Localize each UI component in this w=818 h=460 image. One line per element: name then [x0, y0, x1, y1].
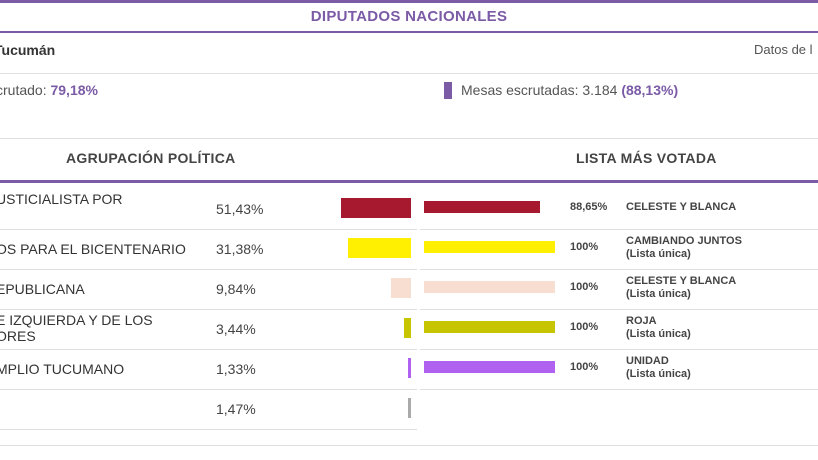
lista-subtitle: (Lista única) [626, 288, 691, 300]
row-divider [0, 229, 417, 230]
header-underline [0, 180, 818, 183]
party-name: EPUBLICANA [0, 281, 85, 297]
row-divider [420, 309, 818, 310]
lista-name: ROJA (Lista única) [626, 315, 691, 341]
vote-percentage: 51,43% [216, 201, 264, 217]
vote-percentage: 3,44% [216, 321, 256, 337]
lista-title: ROJA [626, 315, 657, 327]
lista-title: CAMBIANDO JUNTOS [626, 235, 742, 247]
lista-percentage: 100% [570, 281, 599, 293]
party-name: MPLIO TUCUMANO [0, 361, 124, 377]
table-row[interactable]: E IZQUIERDA Y DE LOS ORES 3,44% 100% ROJA (Li… [0, 310, 818, 350]
party-name-line: MPLIO TUCUMANO [0, 361, 125, 377]
mesas-label: Mesas escrutadas: 3.184 [461, 82, 622, 98]
row-divider [420, 269, 818, 270]
vote-bar [341, 198, 411, 218]
section-title: DIPUTADOS NACIONALES [310, 8, 508, 25]
lista-percentage: 100% [570, 321, 599, 333]
table-row[interactable]: MPLIO TUCUMANO 1,33% 100% UNIDAD (Lista únic… [0, 350, 818, 390]
row-divider [0, 309, 417, 310]
top-accent-line [0, 0, 818, 3]
vote-percentage: 9,84% [216, 281, 256, 297]
row-divider [420, 229, 818, 230]
party-name-line: EPUBLICANA [0, 281, 85, 297]
party-name: E IZQUIERDA Y DE LOS ORES [0, 312, 153, 344]
lista-title: UNIDAD [626, 355, 669, 367]
lista-subtitle: (Lista única) [626, 368, 691, 380]
party-name-line: ORES [0, 328, 36, 344]
row-divider [0, 349, 417, 350]
lista-bar [424, 281, 555, 293]
table-row[interactable]: EPUBLICANA 9,84% 100% CELESTE Y BLANCA (List… [0, 270, 818, 310]
vote-bar [408, 358, 411, 378]
divider [0, 138, 818, 139]
region-name: Tucumán [0, 42, 56, 58]
party-name: USTICIALISTA POR [0, 191, 123, 207]
lista-title: CELESTE Y BLANCA [626, 275, 737, 287]
row-divider [0, 269, 417, 270]
lista-name: CAMBIANDO JUNTOS (Lista única) [626, 235, 742, 261]
section-title-bar: DIPUTADOS NACIONALES [0, 3, 818, 31]
lista-bar [424, 361, 555, 373]
vote-percentage: 1,47% [216, 401, 256, 417]
title-underline [0, 31, 818, 33]
lista-name: CELESTE Y BLANCA [626, 201, 736, 214]
lista-subtitle: (Lista única) [626, 328, 691, 340]
mesas-square-icon [444, 82, 452, 99]
datos-link[interactable]: Datos de l [754, 42, 813, 57]
lista-bar [424, 201, 541, 213]
lista-percentage: 100% [570, 361, 599, 373]
lista-name: UNIDAD (Lista única) [626, 355, 691, 381]
vote-bar [404, 318, 411, 338]
column-header-lista: LISTA MÁS VOTADA [576, 150, 717, 166]
column-header-agrupacion: AGRUPACIÓN POLÍTICA [66, 150, 236, 166]
row-divider [0, 389, 417, 390]
party-name-line: E IZQUIERDA Y DE LOS [0, 312, 153, 328]
row-divider [420, 389, 818, 390]
party-name: OS PARA EL BICENTENARIO [0, 241, 186, 257]
divider [0, 73, 818, 74]
footer-divider [0, 445, 818, 446]
vote-bar [347, 238, 411, 258]
vote-bar [391, 278, 411, 298]
lista-name: CELESTE Y BLANCA (Lista única) [626, 275, 736, 301]
lista-percentage: 88,65% [570, 201, 608, 213]
row-divider [420, 349, 818, 350]
mesas-stat: Mesas escrutadas: 3.184 (88,13%) [461, 82, 678, 98]
vote-percentage: 1,33% [216, 361, 256, 377]
lista-bar [424, 321, 555, 333]
table-row[interactable]: OS PARA EL BICENTENARIO 31,38% 100% CAMBIAN… [0, 230, 818, 270]
vote-bar [408, 398, 411, 418]
lista-bar [424, 241, 555, 253]
lista-subtitle: (Lista única) [626, 248, 691, 260]
escrutado-value: 79,18% [50, 82, 98, 98]
escrutado-label: crutado: [0, 82, 51, 98]
mesas-value: (88,13%) [621, 82, 679, 98]
vote-percentage: 31,38% [216, 241, 264, 257]
row-divider [0, 429, 417, 430]
table-row[interactable]: USTICIALISTA POR 51,43% 88,65% CELESTE Y BL… [0, 190, 818, 230]
party-name-line: OS PARA EL BICENTENARIO [0, 241, 186, 257]
party-name-line: USTICIALISTA POR [0, 191, 123, 207]
escrutado-stat: crutado: 79,18% [0, 82, 98, 98]
lista-title: CELESTE Y BLANCA [626, 201, 737, 213]
lista-percentage: 100% [570, 241, 599, 253]
table-row[interactable]: 1,47% [0, 390, 818, 430]
